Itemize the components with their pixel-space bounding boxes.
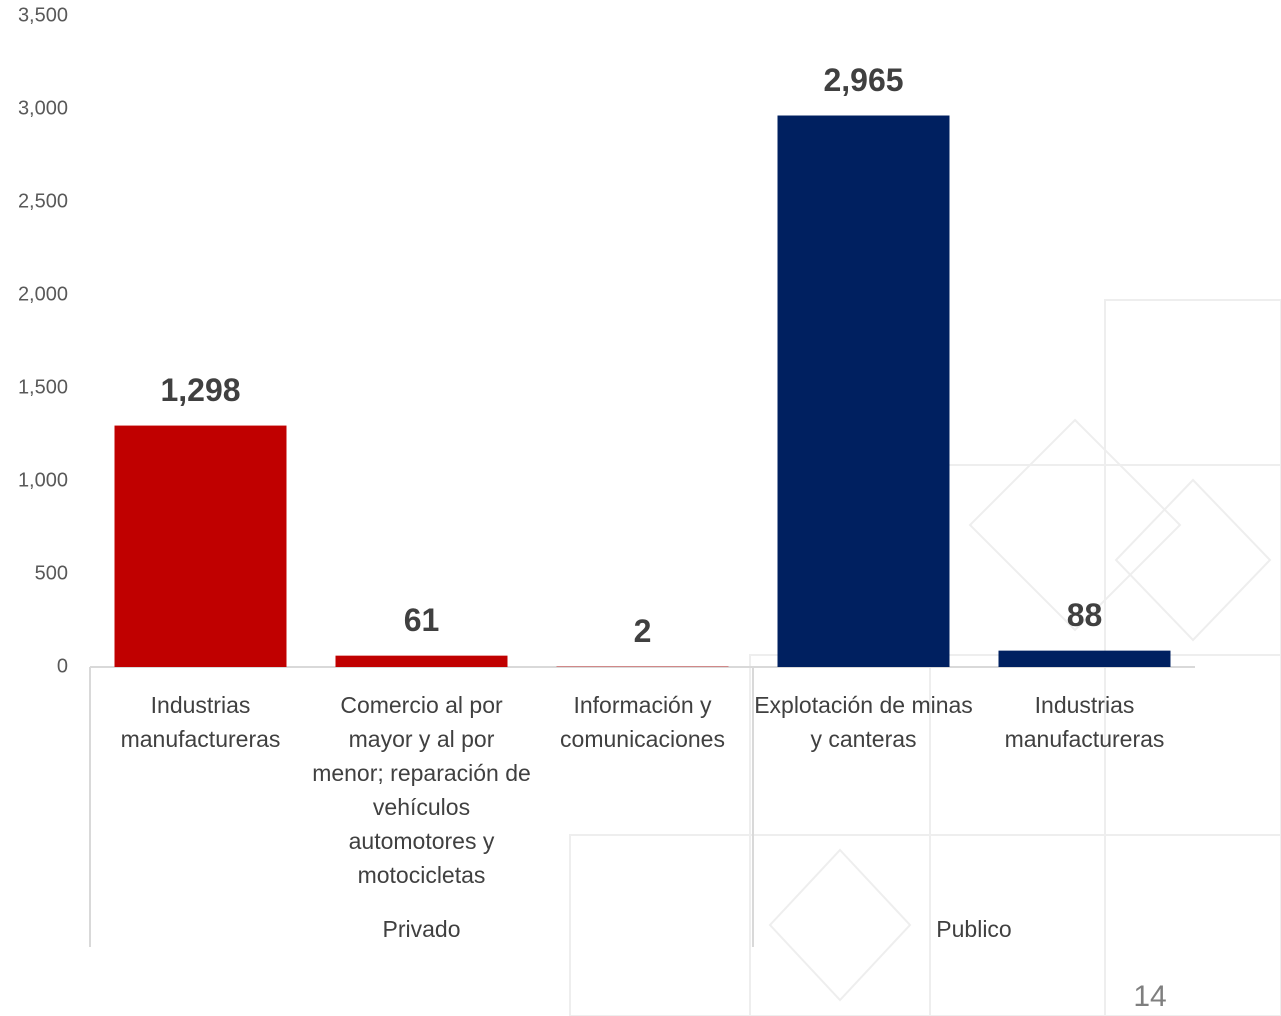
x-tick-label: Industrias manufactureras — [120, 692, 281, 752]
x-tick-label: Explotación de minas y canteras — [754, 692, 973, 752]
data-label: 2 — [634, 613, 652, 649]
data-label: 88 — [1067, 597, 1103, 633]
y-tick-label: 2,500 — [18, 190, 68, 212]
bar — [335, 655, 508, 667]
bar — [114, 425, 287, 667]
y-tick-label: 3,500 — [18, 4, 68, 26]
y-tick-label: 1,000 — [18, 469, 68, 491]
data-label: 61 — [404, 602, 440, 638]
x-tick-label: Información y comunicaciones — [560, 692, 725, 752]
y-tick-label: 2,000 — [18, 283, 68, 305]
data-label: 1,298 — [160, 372, 240, 408]
bar — [777, 115, 950, 667]
page-number: 14 — [1133, 980, 1167, 1013]
x-tick-label: Comercio al por mayor y al por menor; re… — [312, 692, 531, 888]
group-label: Publico — [936, 916, 1012, 942]
y-tick-label: 1,500 — [18, 376, 68, 398]
group-label: Privado — [382, 916, 461, 942]
y-tick-label: 0 — [57, 655, 68, 677]
y-tick-label: 500 — [35, 562, 68, 584]
bar — [998, 650, 1171, 667]
data-label: 2,965 — [823, 62, 903, 98]
x-tick-label: Industrias manufactureras — [1004, 692, 1165, 752]
y-tick-label: 3,000 — [18, 97, 68, 119]
